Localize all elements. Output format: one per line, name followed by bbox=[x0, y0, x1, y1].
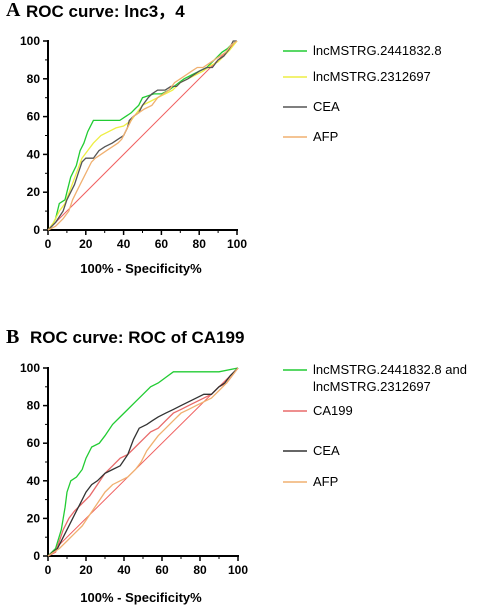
x-tick-label: 80 bbox=[193, 563, 207, 577]
legend-label: lncMSTRG.2441832.8 bbox=[313, 43, 442, 58]
x-tick-label: 20 bbox=[79, 237, 93, 251]
reference-line bbox=[47, 367, 239, 557]
y-tick-label: 40 bbox=[27, 147, 41, 161]
y-tick-label: 80 bbox=[27, 72, 41, 86]
legend-label: CEA bbox=[313, 443, 340, 458]
panel-a-letter: A bbox=[6, 0, 21, 21]
x-tick-label: 40 bbox=[117, 237, 131, 251]
y-tick-label: 60 bbox=[27, 436, 41, 450]
legend-label: CA199 bbox=[313, 403, 353, 418]
series-line-ca199 bbox=[47, 367, 239, 557]
legend-label: lncMSTRG.2441832.8 and bbox=[313, 362, 467, 377]
legend-label: lncMSTRG.2312697 bbox=[313, 69, 431, 84]
x-tick-label: 0 bbox=[45, 563, 52, 577]
x-tick-label: 40 bbox=[117, 563, 131, 577]
x-tick-label: 80 bbox=[193, 237, 207, 251]
panel-a-plot: 0 20 40 60 80 100 0 20 40 60 80 100 bbox=[20, 34, 247, 251]
x-tick-label: 60 bbox=[155, 237, 169, 251]
y-tick-label: 80 bbox=[27, 399, 41, 413]
panel-b-xlabel: 100% - Specificity% bbox=[80, 590, 202, 605]
panel-a-legend: lncMSTRG.2441832.8 lncMSTRG.2312697 CEA AFP bbox=[283, 43, 442, 144]
panel-b-title: ROC curve: ROC of CA199 bbox=[30, 328, 244, 347]
y-tick-label: 40 bbox=[27, 474, 41, 488]
legend-label: AFP bbox=[313, 474, 338, 489]
panel-a-xlabel: 100% - Specificity% bbox=[80, 261, 202, 276]
series-line-cea bbox=[47, 367, 239, 557]
y-tick-label: 20 bbox=[27, 185, 41, 199]
panel-a: A ROC curve: lnc3，4 0 20 40 60 80 100 0 20 40 60 8… bbox=[6, 0, 442, 276]
series-line-afp bbox=[47, 367, 239, 557]
panel-b-plot: 0 20 40 60 80 100 0 20 40 60 80 100 bbox=[20, 361, 248, 577]
legend-label: CEA bbox=[313, 99, 340, 114]
y-tick-label: 60 bbox=[27, 110, 41, 124]
legend-label: AFP bbox=[313, 129, 338, 144]
y-tick-label: 100 bbox=[20, 361, 40, 375]
y-tick-label: 100 bbox=[20, 34, 40, 48]
x-tick-label: 0 bbox=[45, 237, 52, 251]
series-line-lncmstrg-2441832-8-and-lncmstrg-2312697 bbox=[47, 367, 239, 557]
panel-b: B ROC curve: ROC of CA199 0 20 40 60 80 100 0 2… bbox=[6, 326, 467, 605]
x-tick-label: 20 bbox=[79, 563, 93, 577]
x-tick-label: 100 bbox=[228, 563, 248, 577]
x-tick-label: 100 bbox=[227, 237, 247, 251]
y-tick-label: 0 bbox=[33, 223, 40, 237]
panel-a-title: ROC curve: lnc3，4 bbox=[26, 2, 185, 21]
reference-line bbox=[47, 40, 238, 231]
x-tick-label: 60 bbox=[155, 563, 169, 577]
legend-label-cont: lncMSTRG.2312697 bbox=[313, 379, 431, 394]
y-tick-label: 0 bbox=[33, 549, 40, 563]
series-line-lncmstrg-2312697 bbox=[47, 40, 238, 231]
panel-b-letter: B bbox=[6, 326, 19, 348]
y-tick-label: 20 bbox=[27, 511, 41, 525]
series-line-afp bbox=[47, 40, 238, 231]
panel-b-legend: lncMSTRG.2441832.8 and lncMSTRG.2312697 CA… bbox=[283, 362, 467, 489]
